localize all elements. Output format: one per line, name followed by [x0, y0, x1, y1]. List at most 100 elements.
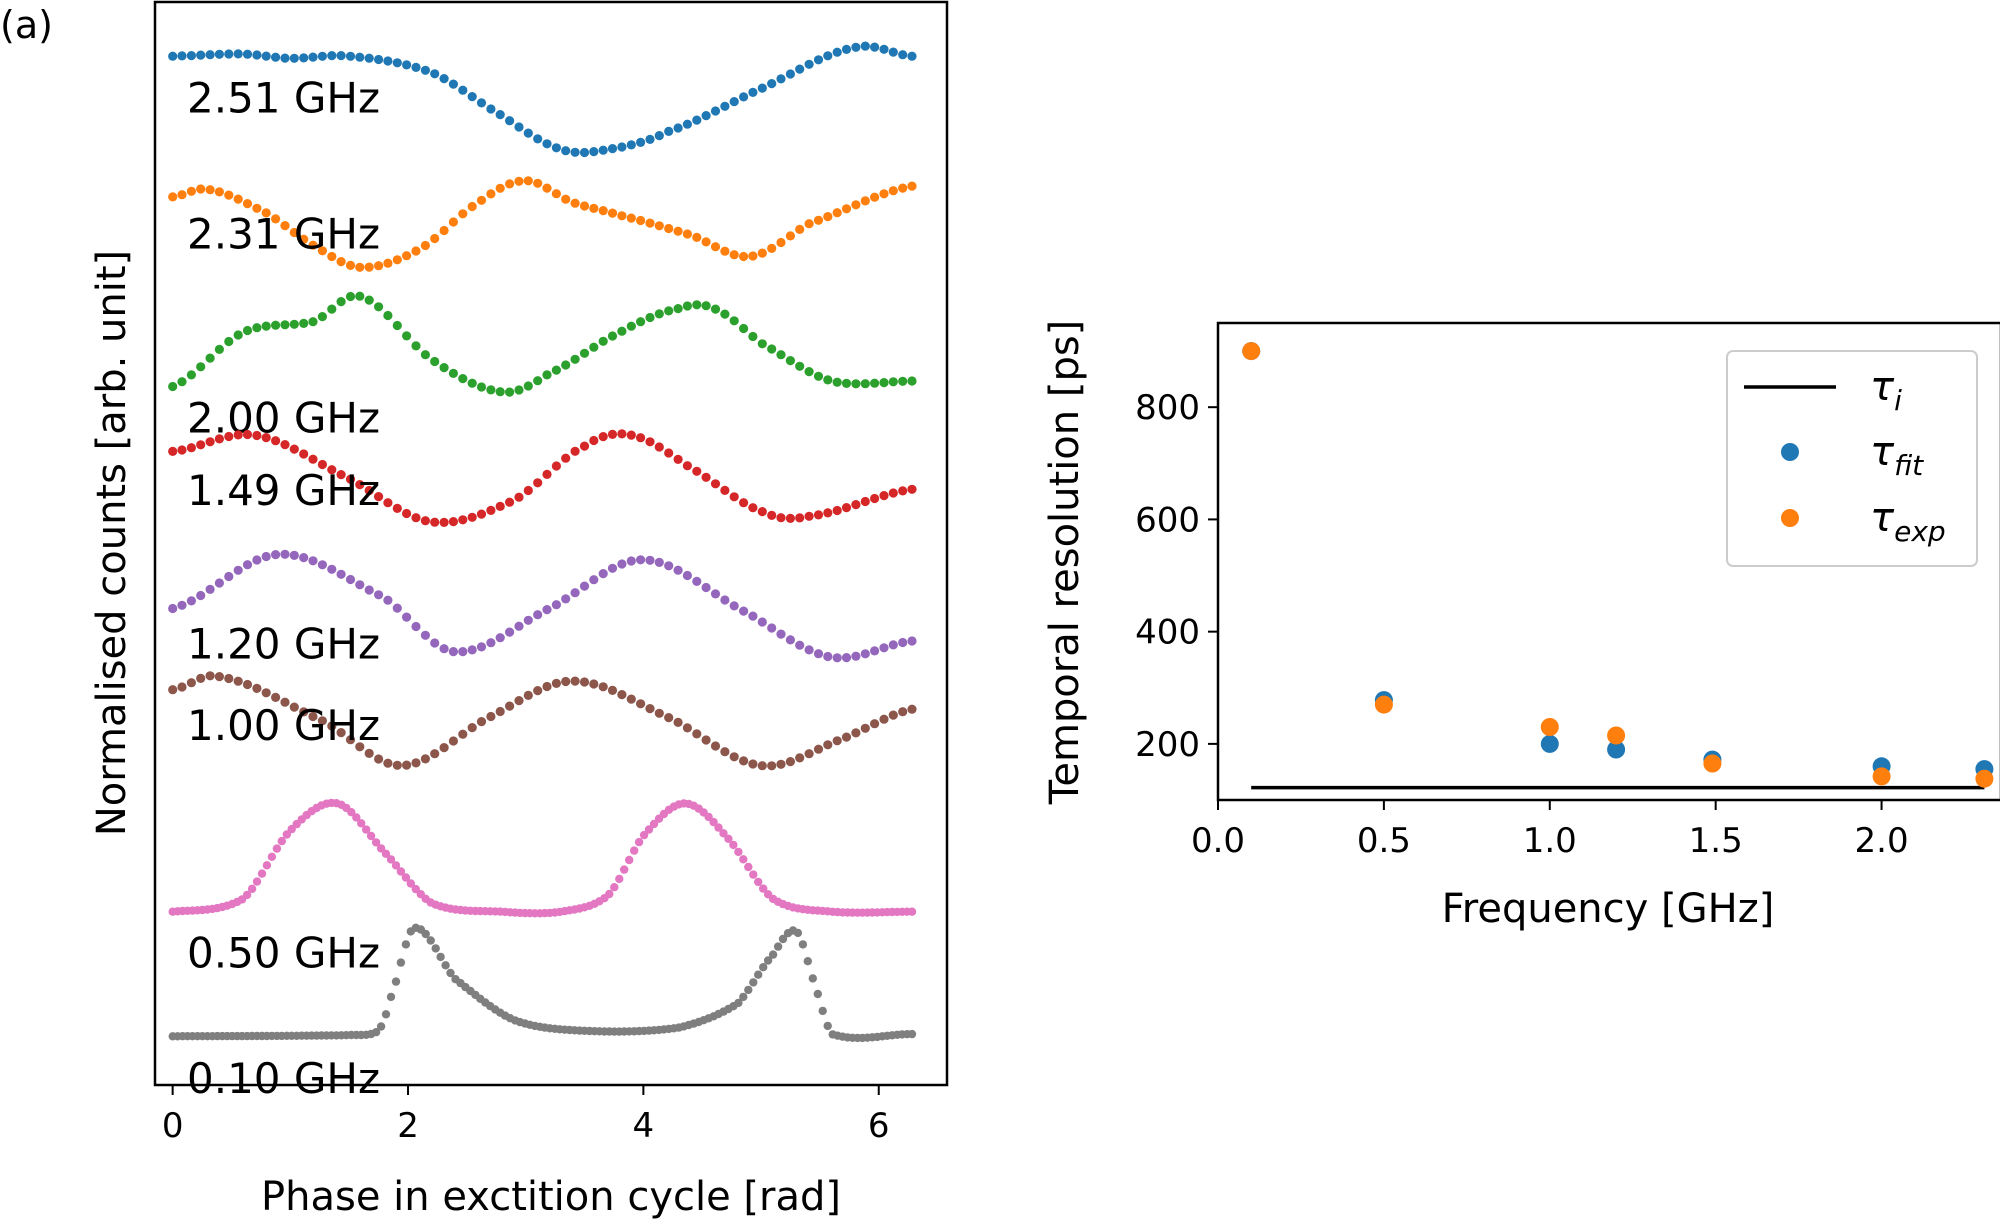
data-point — [832, 653, 842, 663]
data-point — [439, 644, 449, 654]
data-point — [579, 441, 590, 451]
data-point — [579, 147, 590, 158]
data-point — [177, 445, 187, 455]
data-point — [439, 74, 449, 84]
data-point — [289, 227, 299, 238]
data-point — [692, 232, 702, 242]
data-point — [486, 638, 496, 648]
data-point — [420, 754, 430, 764]
data-point — [396, 958, 406, 967]
data-point — [823, 375, 833, 385]
data-point — [308, 556, 318, 566]
data-point — [436, 952, 445, 962]
data-point — [823, 740, 833, 750]
data-point — [570, 198, 580, 208]
data-point — [486, 505, 496, 515]
data-point — [795, 753, 805, 763]
data-point — [401, 940, 411, 949]
data-point — [561, 146, 571, 156]
data-point — [261, 51, 271, 61]
data-point — [374, 261, 384, 271]
data-point — [561, 194, 571, 204]
data-point — [654, 309, 664, 319]
data-point — [448, 647, 458, 657]
data-point — [458, 647, 468, 657]
data-point — [720, 595, 730, 605]
data-point — [514, 176, 524, 186]
data-point — [271, 550, 281, 560]
data-point — [486, 385, 496, 395]
data-point — [795, 361, 805, 371]
data-point — [177, 377, 187, 387]
data-point — [841, 204, 852, 214]
data-point — [233, 330, 243, 340]
data-point — [570, 588, 580, 598]
data-point — [242, 325, 253, 336]
data-point — [411, 62, 421, 72]
data-point — [654, 442, 664, 452]
data-point — [701, 111, 711, 121]
data-point — [362, 825, 371, 834]
data-point — [406, 879, 415, 888]
data-point — [898, 376, 908, 386]
data-point — [617, 690, 627, 700]
data-point — [168, 603, 178, 614]
data-point — [371, 1028, 381, 1037]
data-point — [748, 611, 758, 621]
data-point — [280, 320, 290, 330]
data-point — [813, 744, 824, 754]
data-point — [907, 51, 917, 61]
data-point — [533, 478, 543, 488]
data-point — [271, 52, 281, 62]
data-point — [308, 240, 318, 250]
data-point — [898, 707, 908, 717]
data-point — [233, 430, 243, 440]
data-point — [607, 208, 618, 218]
data-point — [551, 143, 562, 153]
data-point — [808, 974, 817, 983]
data-point — [739, 992, 748, 1002]
data-point — [739, 756, 749, 766]
data-point — [704, 812, 713, 822]
y-tick-label: 800 — [1135, 388, 1200, 428]
data-point — [851, 728, 861, 738]
curve-label: 2.51 GHz — [187, 74, 380, 123]
data-point — [336, 297, 346, 307]
x-tick-label: 1.5 — [1689, 821, 1743, 861]
data-point — [355, 291, 365, 301]
data-point — [486, 711, 496, 722]
data-point — [242, 199, 253, 209]
series-2-31-ghz: 2.31 GHz — [168, 176, 917, 272]
data-point — [214, 434, 224, 444]
data-point — [701, 582, 711, 593]
data-point — [391, 977, 401, 986]
data-point — [773, 942, 783, 951]
data-point — [196, 50, 206, 60]
data-point — [589, 435, 599, 446]
data-point — [754, 877, 763, 887]
data-point — [870, 42, 880, 52]
data-point — [551, 600, 562, 610]
data-point — [907, 1029, 917, 1039]
data-point — [177, 600, 187, 610]
data-point — [495, 183, 505, 193]
data-point — [252, 203, 262, 213]
data-point — [467, 512, 477, 522]
data-point — [763, 956, 773, 965]
data-point — [804, 367, 814, 377]
data-point — [720, 747, 730, 757]
data-point — [823, 651, 833, 662]
data-point — [420, 516, 430, 526]
data-point — [317, 459, 327, 470]
data-point — [247, 884, 257, 893]
curve-label: 0.50 GHz — [187, 929, 380, 978]
data-point — [458, 729, 468, 739]
data-point — [626, 321, 636, 331]
data-point — [505, 179, 515, 189]
data-point — [579, 201, 590, 211]
data-point — [431, 944, 440, 953]
data-point — [214, 344, 224, 354]
right-marks-group — [1242, 342, 1994, 790]
data-point — [336, 728, 346, 738]
data-point — [804, 645, 814, 655]
